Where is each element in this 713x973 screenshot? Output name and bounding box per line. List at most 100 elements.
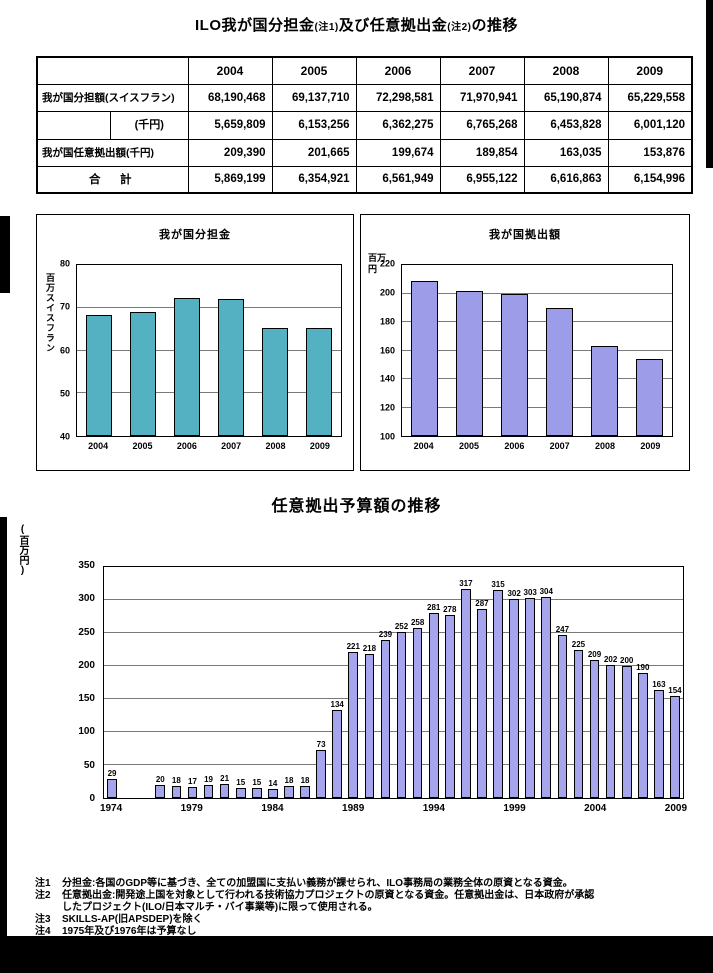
row-sublabel: (千円)	[110, 112, 187, 138]
gridline	[104, 632, 683, 633]
table-value: 6,154,996	[607, 165, 693, 194]
gridline	[402, 321, 672, 322]
bar-value-label: 218	[362, 644, 377, 654]
bar-value-label: 221	[346, 642, 360, 652]
bar	[591, 346, 618, 436]
bar	[621, 666, 632, 798]
bar	[316, 749, 326, 798]
gridline	[104, 731, 683, 732]
y-tick-label: 150	[78, 693, 95, 705]
x-tick-label: 1989	[342, 803, 365, 814]
bar-value-label: 17	[188, 776, 197, 786]
bar-value-label: 209	[587, 650, 602, 660]
title-text-3: の推移	[471, 17, 518, 34]
bar	[573, 649, 584, 798]
bar-value-label: 15	[236, 778, 246, 788]
y-tick-label: 100	[379, 431, 395, 442]
gridline	[77, 392, 341, 394]
x-axis-ticks: 2004 2005 2006 2007 2008 2009	[401, 442, 673, 454]
x-tick-label: 2004	[413, 441, 434, 451]
gridline	[77, 306, 341, 308]
x-tick-label: 2006	[504, 441, 525, 451]
y-tick-label: 50	[59, 388, 70, 399]
footnote-text: 分担金:各国のGDP等に基づき、全ての加盟国に支払い義務が課せられ、ILO事務局…	[62, 878, 573, 889]
bar-value-label: 154	[668, 686, 682, 696]
footnote-tag: 注1	[35, 878, 51, 889]
bar	[605, 664, 616, 798]
bar-value-label: 18	[171, 776, 181, 786]
y-axis-ticks: 40 50 60 70 80	[37, 259, 73, 441]
bar	[456, 290, 483, 436]
table-value: 68,190,468	[187, 83, 273, 112]
gridline	[77, 349, 341, 351]
y-tick-label: 80	[59, 258, 70, 269]
y-axis-label: (百万円)	[17, 524, 28, 576]
x-tick-label: 2009	[664, 803, 688, 814]
bar	[477, 608, 487, 798]
table-year-header: 2006	[355, 56, 441, 85]
chart-title: 我が国分担金	[159, 229, 231, 241]
bar-value-label: 317	[459, 578, 473, 588]
y-tick-label: 200	[379, 287, 395, 298]
bar	[411, 280, 438, 436]
row-label: (千円)	[36, 110, 189, 140]
table-value: 6,955,122	[439, 165, 525, 194]
x-tick-label: 1999	[503, 803, 526, 814]
x-tick-label: 2005	[132, 441, 153, 451]
bar-value-label: 163	[652, 680, 666, 690]
bar-value-label: 18	[284, 776, 294, 786]
x-tick-label: 2007	[221, 441, 242, 451]
bar-value-label: 20	[155, 774, 165, 784]
bar-value-label: 18	[300, 776, 310, 786]
bar-value-label: 239	[378, 630, 393, 640]
bar	[261, 328, 289, 436]
plot-area	[76, 264, 342, 437]
table-value: 65,190,874	[523, 83, 609, 112]
bar	[129, 311, 157, 436]
y-tick-label: 40	[59, 431, 70, 442]
bar	[501, 293, 528, 436]
footnote-tag: 注4	[35, 926, 51, 937]
bar-value-label: 14	[268, 778, 278, 788]
bar	[525, 598, 536, 798]
row-label: 我が国任意拠出額(千円)	[36, 138, 189, 167]
table-year-header: 2008	[523, 56, 609, 85]
bar-value-label: 225	[571, 639, 586, 649]
gridline	[104, 698, 683, 699]
chart-panel-voluntary-contribution: 我が国拠出額 百万円 100 120 140 160 180 200 220 2004 200…	[360, 214, 690, 471]
bar-value-label: 281	[427, 602, 441, 612]
plot-area	[401, 264, 673, 437]
x-tick-label: 1984	[261, 803, 284, 814]
table-year-header: 2009	[607, 56, 693, 85]
x-tick-label: 1994	[422, 803, 445, 814]
bar-value-label: 19	[204, 775, 213, 785]
footnote-text: SKILLS-AP(旧APSDEP)を除く	[62, 914, 203, 925]
x-tick-label: 2009	[640, 441, 661, 451]
bar-value-label: 190	[636, 662, 650, 672]
y-tick-label: 60	[59, 345, 70, 355]
bar	[203, 785, 214, 798]
gridline	[104, 599, 683, 600]
title-text-2: 及び任意拠出金	[338, 17, 448, 34]
table-value: 6,616,863	[523, 165, 609, 194]
table-corner-cell	[36, 56, 189, 85]
bar-value-label: 29	[107, 768, 117, 778]
y-tick-label: 180	[379, 316, 395, 327]
chart-title: 我が国拠出額	[489, 229, 561, 241]
bar	[173, 297, 201, 436]
gridline	[402, 292, 672, 294]
bar	[305, 328, 333, 436]
table-body: 我が国分担額(スイスフラン) 68,190,468 69,137,710 72,298…	[36, 83, 693, 194]
table-value: 6,453,828	[523, 110, 609, 140]
table-value: 163,035	[523, 138, 609, 167]
x-axis-ticks: 2004 2005 2006 2007 2008 2009	[76, 442, 342, 454]
x-tick-label: 2008	[594, 441, 616, 451]
bar	[187, 786, 198, 798]
bar-value-label: 303	[523, 588, 537, 598]
bar	[268, 788, 278, 798]
bar	[284, 786, 294, 798]
bar-value-label: 304	[539, 587, 553, 597]
bar-value-label: 302	[507, 588, 521, 598]
bar-value-label: 21	[220, 774, 230, 784]
